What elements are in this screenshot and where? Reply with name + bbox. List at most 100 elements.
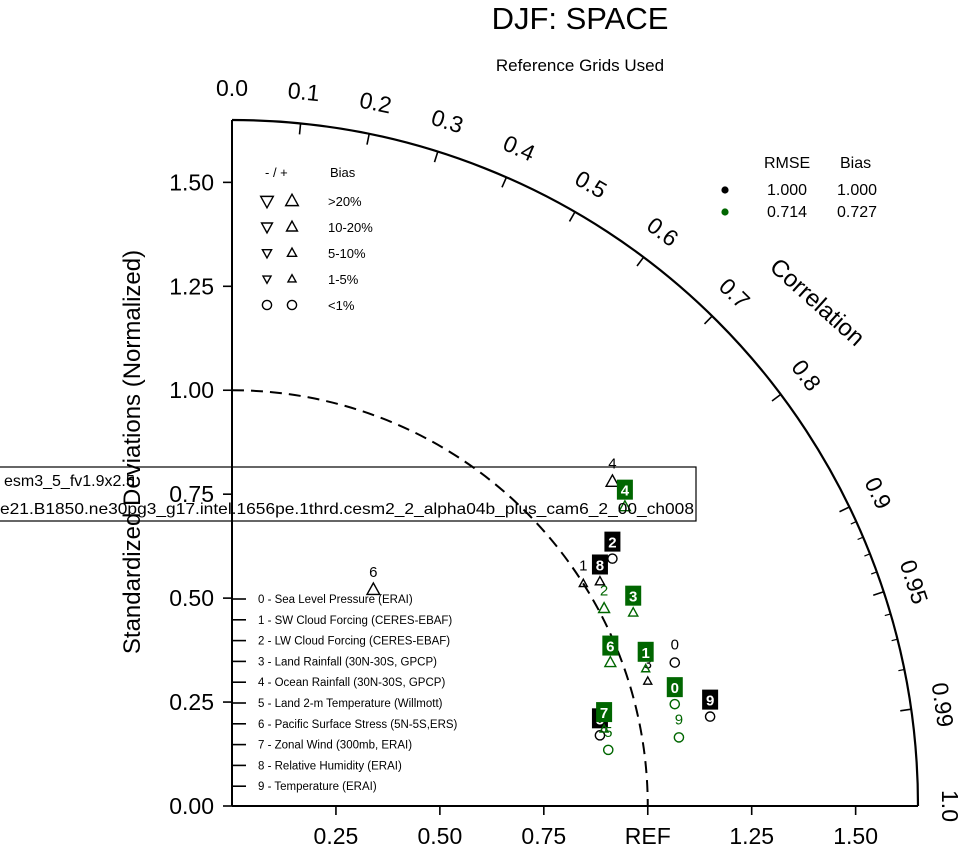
correlation-tick-label: 1.0 bbox=[937, 790, 963, 822]
correlation-tick bbox=[771, 393, 782, 402]
variable-legend-item: 4 - Ocean Rainfall (30N-30S, GPCP) bbox=[258, 677, 445, 689]
correlation-tick bbox=[636, 256, 645, 267]
correlation-arc bbox=[231, 118, 920, 807]
data-point-marker bbox=[594, 575, 606, 586]
stats-legend-bias: 0.727 bbox=[837, 204, 877, 221]
stats-legend-dot bbox=[721, 186, 729, 194]
bias-legend-neg-marker bbox=[260, 222, 274, 235]
variable-legend-item: 5 - Land 2-m Temperature (Willmott) bbox=[258, 698, 443, 710]
data-point-label-box bbox=[625, 585, 642, 606]
data-point-label-box bbox=[591, 554, 608, 575]
correlation-tick-label: 0.9 bbox=[859, 473, 896, 513]
stats-legend-rmse: 1.000 bbox=[767, 182, 807, 199]
bias-legend: - / + Bias >20% 10-20% 5-10% 1-5% <1% bbox=[259, 165, 373, 313]
data-point-label: 9 bbox=[706, 693, 714, 710]
correlation-tick-label: 0.3 bbox=[428, 104, 466, 138]
variable-legend: 0 - Sea Level Pressure (ERAI) 1 - SW Clou… bbox=[232, 594, 458, 793]
bias-legend-neg-marker bbox=[261, 248, 273, 260]
data-point-label-box bbox=[596, 702, 613, 723]
data-point-marker bbox=[607, 553, 618, 564]
variable-legend-item: 7 - Zonal Wind (300mb, ERAI) bbox=[258, 740, 412, 752]
variable-legend-item: 0 - Sea Level Pressure (ERAI) bbox=[258, 594, 413, 606]
data-point-label: 6 bbox=[369, 564, 377, 581]
x-tick-label: 0.50 bbox=[417, 823, 462, 849]
chart-title: DJF: SPACE bbox=[492, 1, 669, 36]
bias-legend-sign-header: - / + bbox=[265, 165, 288, 180]
correlation-tick-label: 0.99 bbox=[927, 681, 959, 729]
data-point-label-box bbox=[666, 677, 683, 698]
y-tick-label: 0.75 bbox=[169, 481, 214, 507]
data-point-label: 9 bbox=[675, 711, 683, 728]
data-point-marker bbox=[602, 744, 614, 756]
variable-legend-item: 2 - LW Cloud Forcing (CERES-EBAF) bbox=[258, 636, 450, 648]
correlation-tick-label: 0.0 bbox=[216, 75, 248, 101]
y-tick-label: 1.00 bbox=[169, 377, 214, 403]
correlation-tick-label: 0.2 bbox=[357, 87, 394, 119]
x-tick-label: REF bbox=[625, 823, 671, 849]
variable-legend-item: 3 - Land Rainfall (30N-30S, GPCP) bbox=[258, 656, 437, 668]
variable-legend-item: 9 - Temperature (ERAI) bbox=[258, 781, 377, 793]
case-legend-box bbox=[0, 466, 697, 522]
stats-legend-rmse: 0.714 bbox=[767, 204, 807, 221]
rmse-bias-legend: RMSE Bias 1.000 1.000 0.714 0.727 bbox=[721, 155, 877, 221]
bias-legend-pos-marker bbox=[286, 273, 298, 283]
data-point-marker bbox=[642, 675, 653, 685]
bias-legend-label: 10-20% bbox=[328, 220, 373, 235]
correlation-tick-label: 0.4 bbox=[499, 130, 539, 167]
data-point-label-box bbox=[637, 641, 654, 662]
data-point-marker bbox=[640, 663, 651, 673]
stats-legend-bias-header: Bias bbox=[840, 155, 871, 172]
bias-legend-pos-marker bbox=[284, 192, 300, 207]
correlation-tick bbox=[366, 133, 370, 145]
correlation-tick-label: 0.5 bbox=[571, 165, 612, 204]
data-point-label: 0 bbox=[671, 680, 679, 697]
correlation-minor-tick bbox=[850, 521, 857, 525]
correlation-minor-tick bbox=[898, 668, 905, 672]
correlation-axis-title: Correlation bbox=[764, 253, 869, 352]
data-point-marker bbox=[594, 730, 606, 741]
data-point-label: 1 bbox=[642, 645, 650, 662]
y-tick-label: 1.50 bbox=[169, 169, 214, 195]
bias-legend-label: 5-10% bbox=[328, 246, 366, 261]
data-point-label: 0 bbox=[671, 637, 679, 654]
data-point-marker bbox=[365, 581, 381, 596]
stats-legend-rmse-header: RMSE bbox=[764, 155, 810, 172]
data-point-label: 3 bbox=[629, 589, 637, 606]
variable-legend-item: 8 - Relative Humidity (ERAI) bbox=[258, 760, 402, 772]
data-point-marker bbox=[669, 698, 681, 710]
data-point-marker bbox=[704, 711, 716, 722]
bias-legend-neg-marker bbox=[261, 299, 273, 311]
bias-legend-neg-marker bbox=[259, 195, 275, 210]
case-legend: esm3_5_fv1.9x2.5 e21.B1850.ne30pg3_g17.in… bbox=[0, 466, 697, 522]
case-legend-entry: e21.B1850.ne30pg3_g17.intel.1656pe.1thrd… bbox=[0, 501, 694, 518]
correlation-minor-tick bbox=[870, 571, 878, 575]
correlation-tick bbox=[900, 708, 912, 712]
correlation-tick-label: 0.1 bbox=[287, 77, 321, 106]
bias-legend-pos-marker bbox=[285, 219, 299, 232]
data-point-label: 7 bbox=[600, 705, 608, 722]
correlation-tick bbox=[568, 211, 576, 222]
x-tick-label: 0.75 bbox=[521, 823, 566, 849]
y-tick-label: 0.25 bbox=[169, 689, 214, 715]
data-points: 012345689012345679 bbox=[365, 456, 719, 756]
bias-legend-label: 1-5% bbox=[328, 272, 359, 287]
data-point-marker bbox=[669, 657, 681, 668]
correlation-minor-tick bbox=[864, 553, 871, 557]
data-point-label: 8 bbox=[596, 557, 604, 574]
correlation-tick-label: 0.8 bbox=[786, 355, 826, 396]
x-tick-label: 0.25 bbox=[314, 823, 359, 849]
bias-legend-label: >20% bbox=[328, 194, 362, 209]
bias-legend-pos-marker bbox=[286, 246, 298, 258]
variable-legend-item: 6 - Pacific Surface Stress (5N-5S,ERS) bbox=[258, 719, 458, 731]
correlation-tick bbox=[433, 151, 439, 163]
correlation-tick bbox=[298, 123, 302, 135]
x-tick-label: 1.25 bbox=[729, 823, 774, 849]
correlation-tick-label: 0.6 bbox=[642, 212, 683, 252]
bias-legend-label: <1% bbox=[328, 298, 355, 313]
correlation-minor-tick bbox=[891, 638, 898, 642]
bias-legend-bias-header: Bias bbox=[330, 165, 356, 180]
data-point-label: 2 bbox=[600, 583, 608, 600]
stats-legend-dot bbox=[721, 208, 729, 216]
correlation-tick bbox=[839, 506, 850, 513]
